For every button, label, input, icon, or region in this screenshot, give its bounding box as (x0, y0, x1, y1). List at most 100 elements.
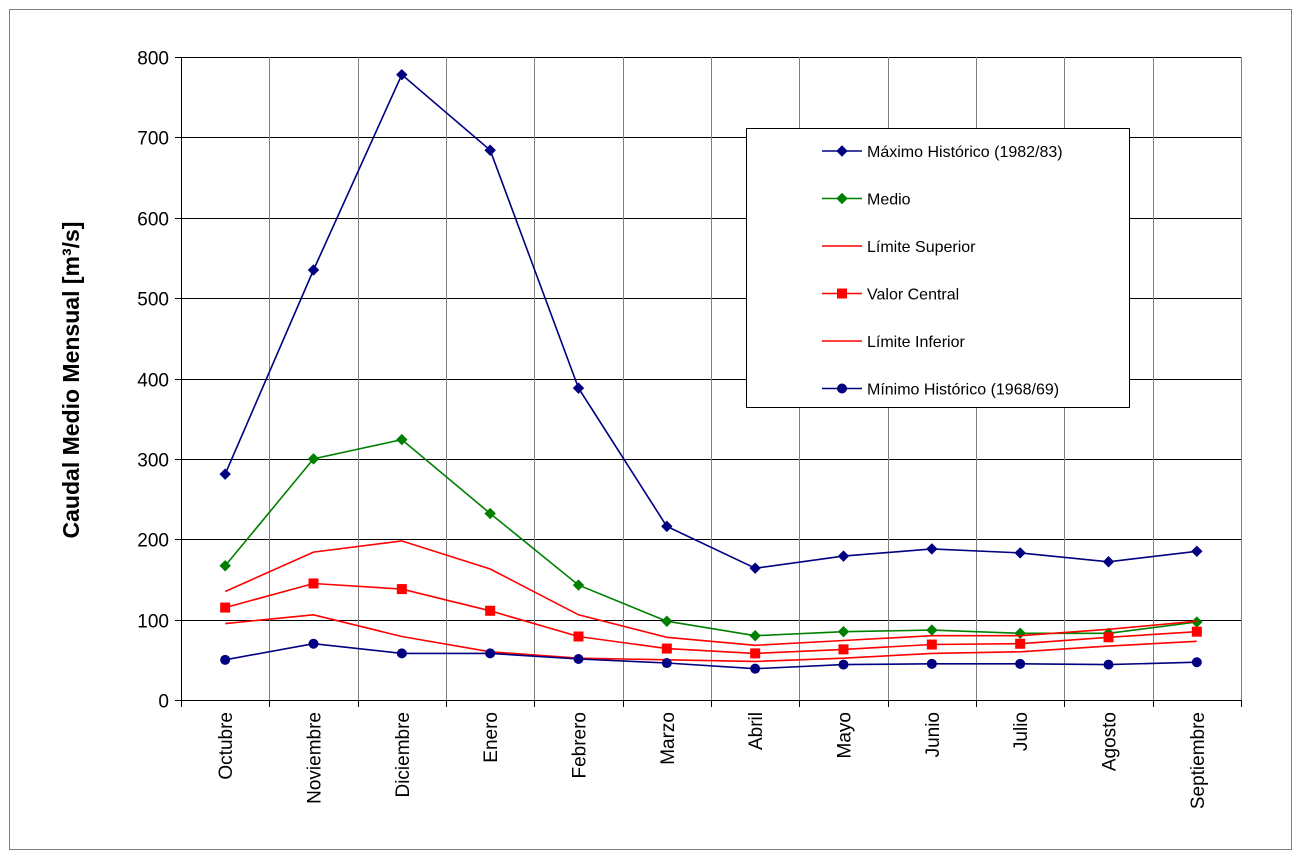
data-point (484, 144, 496, 156)
legend-swatch-marker (837, 288, 847, 299)
legend-item-maximo-historico-1982-83: Máximo Histórico (1982/83) (822, 144, 1063, 161)
y-axis-label: Caudal Medio Mensual [m³/s] (58, 222, 84, 539)
data-point (219, 560, 231, 572)
x-tick-label: Abril (746, 712, 767, 750)
axes: 0 100 200 300 400 500 600 700 800 Octubre Noviembr… (137, 49, 1242, 809)
data-point (396, 68, 408, 81)
data-point (837, 625, 850, 638)
series-line (225, 613, 1197, 663)
y-tick-label: 100 (137, 612, 169, 633)
data-point (308, 638, 319, 649)
series-limite-superior (224, 540, 1197, 647)
data-point (926, 658, 937, 669)
x-tick-label: Enero (481, 712, 502, 763)
data-point (307, 453, 320, 465)
y-tick-label: 0 (158, 692, 169, 713)
series-line (224, 73, 1197, 570)
data-point (220, 654, 231, 665)
data-point (308, 578, 319, 589)
x-tick-label: Agosto (1100, 712, 1121, 771)
data-point (485, 605, 496, 616)
legend-box (746, 128, 1130, 408)
y-tick-label: 500 (137, 290, 169, 311)
legend: Máximo Histórico (1982/83) Medio Límite Su… (746, 128, 1130, 408)
y-tick-label: 800 (137, 49, 169, 70)
data-point (572, 382, 585, 394)
data-point (838, 659, 849, 670)
legend-item-minimo-historico-1968-69: Mínimo Histórico (1968/69) (822, 382, 1059, 399)
data-point (837, 550, 850, 562)
legend-swatch-marker (836, 145, 848, 157)
y-tick-label: 200 (137, 531, 169, 552)
data-point (1103, 632, 1114, 643)
data-point (838, 644, 849, 655)
data-point (750, 648, 761, 659)
data-point (307, 264, 320, 276)
data-point (749, 562, 761, 574)
data-point (1102, 556, 1115, 568)
data-point (1015, 638, 1026, 649)
data-point (572, 579, 585, 591)
data-point (1015, 658, 1026, 669)
y-tick-label: 400 (137, 371, 169, 392)
data-point (750, 663, 761, 674)
series-line (224, 438, 1197, 637)
y-tick-label: 300 (137, 451, 169, 472)
y-tick-label: 600 (137, 210, 169, 231)
legend-item-valor-central: Valor Central (822, 287, 959, 304)
data-point (661, 658, 672, 669)
data-point (661, 615, 673, 627)
x-tick-label: Junio (923, 712, 944, 757)
series-limite-inferior (225, 613, 1197, 663)
legend-swatch-marker (836, 192, 848, 205)
data-point (573, 654, 584, 665)
data-point (926, 543, 938, 555)
data-point (220, 602, 231, 613)
grid (181, 57, 1242, 701)
y-tick-label: 700 (137, 129, 169, 150)
legend-label: Límite Inferior (867, 334, 965, 351)
series-layer (219, 68, 1203, 674)
legend-item-limite-superior: Límite Superior (822, 239, 976, 256)
data-point (1191, 545, 1203, 558)
data-point (573, 631, 584, 642)
series-valor-central (220, 578, 1202, 659)
data-point (396, 584, 407, 595)
series-line (224, 540, 1197, 647)
data-point (396, 648, 407, 659)
x-tick-label: Octubre (216, 712, 237, 780)
data-point (661, 643, 672, 654)
x-tick-label: Diciembre (393, 712, 414, 798)
data-point (485, 648, 496, 659)
data-point (926, 624, 938, 636)
data-point (1191, 626, 1202, 637)
series-maximo-historico-1982-83 (219, 68, 1203, 574)
x-tick-label: Marzo (658, 712, 679, 765)
data-point (926, 639, 937, 650)
data-point (484, 507, 496, 520)
series-minimo-historico-1968-69 (220, 638, 1202, 674)
legend-label: Máximo Histórico (1982/83) (867, 144, 1063, 161)
data-point (1014, 547, 1026, 559)
legend-item-medio: Medio (822, 192, 911, 209)
x-tick-label: Julio (1011, 712, 1032, 751)
data-point (1014, 627, 1026, 639)
legend-item-limite-inferior: Límite Inferior (822, 334, 965, 351)
data-point (396, 433, 408, 446)
chart-border (9, 9, 1292, 850)
legend-swatch-marker (837, 383, 847, 394)
series-line (224, 582, 1197, 655)
data-point (661, 520, 673, 533)
data-point (219, 468, 231, 480)
legend-label: Límite Superior (867, 239, 976, 256)
legend-label: Medio (867, 192, 911, 209)
x-tick-label: Noviembre (305, 712, 326, 804)
legend-label: Valor Central (867, 287, 959, 304)
data-point (1103, 659, 1114, 670)
legend-label: Mínimo Histórico (1968/69) (867, 382, 1059, 399)
x-tick-label: Febrero (570, 712, 591, 779)
data-point (1191, 657, 1202, 668)
x-tick-label: Septiembre (1188, 712, 1209, 809)
